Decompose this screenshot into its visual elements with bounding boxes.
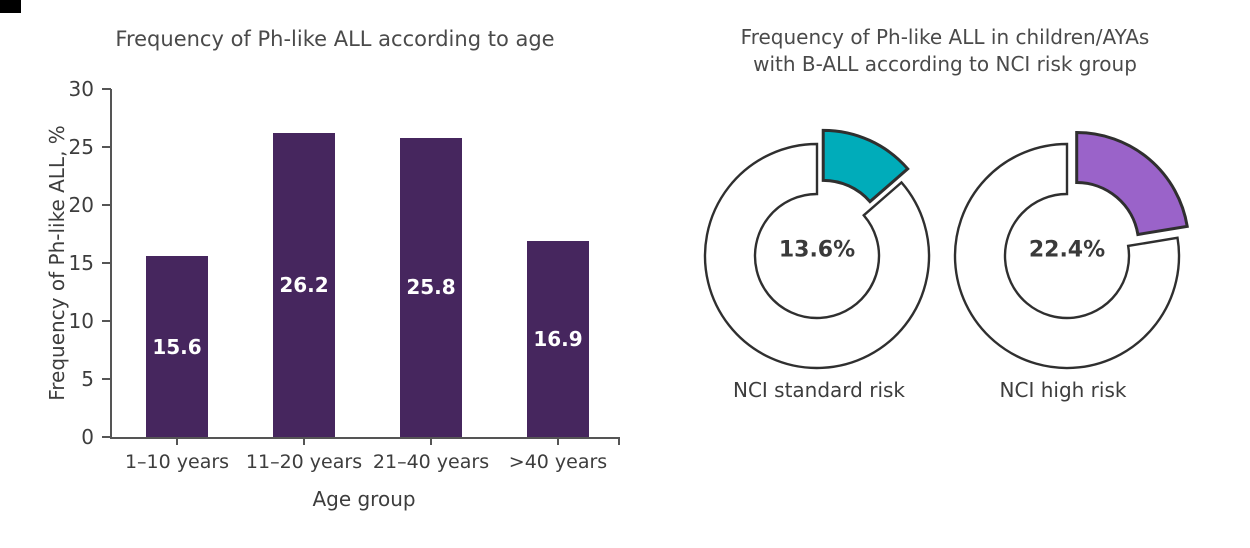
x-axis-tick [176, 437, 178, 445]
y-tick-label: 10 [68, 309, 94, 333]
bar-value-label: 25.8 [406, 275, 456, 300]
bar-21–40 years: 25.8 [400, 137, 462, 437]
bar-chart-plot-area: 0 5 10 15 20 25 30 15.6 1–10 years 26.2 11–20 year… [69, 79, 620, 473]
bar-value-label: 15.6 [152, 334, 202, 359]
y-tick-label: 20 [68, 193, 94, 217]
donut-high-risk-caption: NCI high risk [999, 378, 1127, 402]
y-tick-label: 5 [81, 367, 94, 391]
y-tick-label: 15 [68, 251, 94, 275]
corner-mark [0, 0, 21, 13]
bar-1–10 years: 15.6 [146, 256, 208, 437]
donut-slice-13.6 [821, 128, 910, 204]
donut-chart-title-line2: with B-ALL according to NCI risk group [753, 52, 1137, 76]
donut-ring-remainder [703, 142, 931, 370]
y-axis-tick [102, 88, 111, 90]
donut-chart-title-line1: Frequency of Ph-like ALL in children/AYA… [740, 25, 1150, 49]
x-axis-label: Age group [312, 487, 416, 511]
donut-slice-22.4 [1075, 131, 1189, 237]
bar-value-label: 16.9 [533, 326, 583, 351]
y-axis-tick [102, 320, 111, 322]
bar-value-label: 26.2 [279, 273, 329, 298]
x-tick-label: >40 years [508, 451, 608, 473]
x-tick-label: 21–40 years [372, 451, 490, 473]
y-axis-tick [102, 262, 111, 264]
donut-ring-remainder [953, 142, 1181, 370]
donut-standard-risk [703, 128, 931, 370]
bar-chart-title: Frequency of Ph-like ALL according to ag… [115, 27, 555, 51]
x-axis-tick [430, 437, 432, 445]
donut-high-risk [953, 131, 1189, 370]
y-axis-tick [102, 204, 111, 206]
y-tick-label: 25 [68, 135, 94, 159]
x-axis-tick [303, 437, 305, 445]
donut-standard-risk-caption: NCI standard risk [732, 378, 906, 402]
x-axis-end-tick [618, 437, 620, 445]
y-axis-tick [102, 436, 111, 438]
y-tick-label: 30 [68, 77, 94, 101]
x-tick-label: 1–10 years [124, 451, 230, 473]
y-axis-tick [102, 378, 111, 380]
x-axis-tick [557, 437, 559, 445]
bar->40 years: 16.9 [527, 240, 589, 437]
donut-standard-risk-value: 13.6% [778, 237, 856, 263]
y-axis-tick [102, 146, 111, 148]
donut-chart-title: Frequency of Ph-like ALL in children/AYA… [741, 24, 1150, 78]
y-tick-label: 0 [81, 425, 94, 449]
donut-high-risk-value: 22.4% [1028, 237, 1106, 263]
bar-11–20 years: 26.2 [273, 133, 335, 437]
x-tick-label: 11–20 years [245, 451, 363, 473]
